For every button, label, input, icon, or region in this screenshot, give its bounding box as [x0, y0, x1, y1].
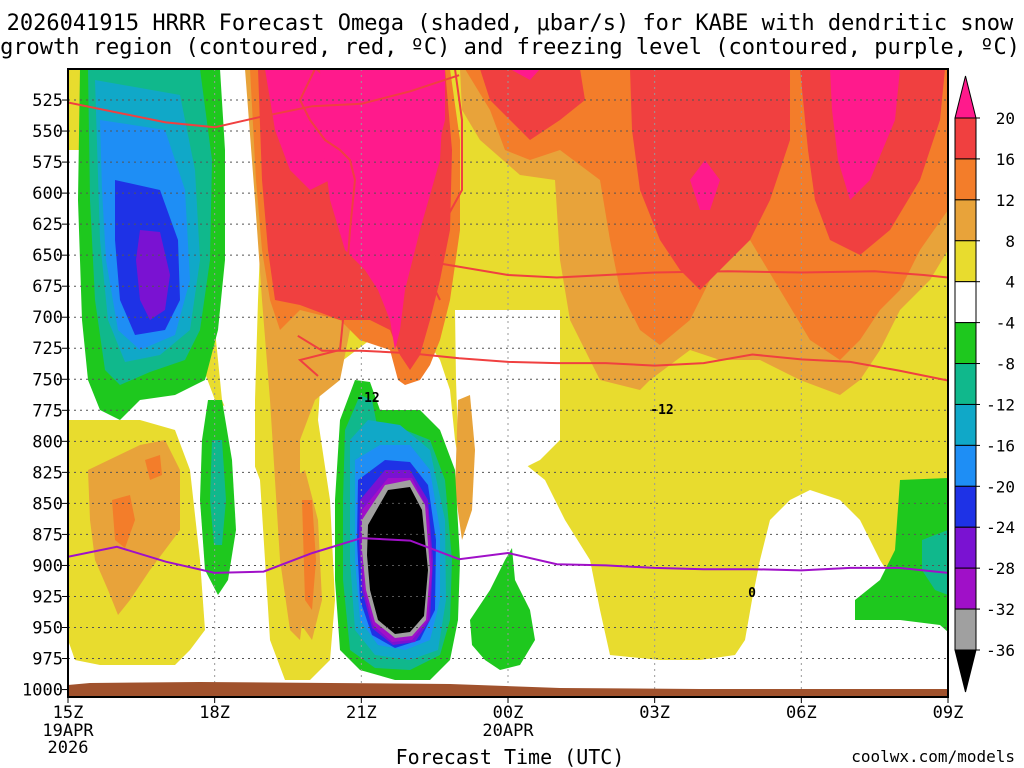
colorbar-label: 8 — [1005, 232, 1015, 251]
colorbar: 20 16 12 8 4 -4 -8 -12 -16 -20 -24 -28 -32 -36 — [954, 75, 1015, 693]
colorbar-top-arrow — [954, 75, 977, 119]
x-tick-date: 20APR — [482, 721, 534, 741]
colorbar-label: -8 — [996, 355, 1015, 374]
chart-title: 2026041915 HRRR Forecast Omega (shaded, … — [0, 11, 1020, 60]
dgz-label-left: -12 — [356, 391, 379, 406]
colorbar-segment — [954, 117, 977, 160]
omega-fill-green-southwest — [470, 548, 535, 670]
y-tick-label: 900 — [32, 556, 63, 576]
dgz-contour-loop-2 — [428, 69, 463, 301]
y-tick-label: 600 — [32, 184, 63, 204]
colorbar-label: -36 — [986, 641, 1015, 660]
colorbar-segment — [954, 567, 977, 610]
omega-fill-magenta-upper-2 — [320, 69, 445, 350]
colorbar-label: 12 — [996, 191, 1015, 210]
x-tick-label: 09Z — [933, 703, 964, 723]
y-tick-label: 750 — [32, 370, 63, 390]
y-tick-label: 950 — [32, 618, 63, 638]
colorbar-label: -4 — [996, 314, 1015, 333]
colorbar-label: 4 — [1005, 273, 1015, 292]
y-tick-label: 825 — [32, 463, 63, 483]
colorbar-label: 20 — [996, 109, 1015, 128]
x-tick-label: 18Z — [199, 703, 230, 723]
x-tick-year: 2026 — [48, 738, 89, 758]
colorbar-segment — [954, 281, 977, 324]
title-line-2: growth region (contoured, red, ºC) and f… — [0, 35, 1020, 60]
x-tick-date: 19APR — [42, 721, 94, 741]
omega-fill-orange-lowwest — [88, 440, 180, 615]
colorbar-label: -32 — [986, 600, 1015, 619]
colorbar-segment — [954, 444, 977, 487]
y-tick-label: 550 — [32, 122, 63, 142]
title-line-1: 2026041915 HRRR Forecast Omega (shaded, … — [7, 11, 1014, 36]
watermark: coolwx.com/models — [851, 747, 1015, 766]
dgz-contour-loop — [297, 69, 357, 377]
omega-fill-magenta-east-2 — [830, 69, 900, 200]
colorbar-label: -12 — [986, 395, 1015, 414]
dgz-contour-lower — [297, 334, 948, 382]
colorbar-segment — [954, 485, 977, 528]
y-tick-label: 850 — [32, 494, 63, 514]
dgz-label-right: -12 — [650, 403, 673, 418]
dgz-contour-middle — [434, 261, 948, 279]
y-tick-label: 875 — [32, 525, 63, 545]
omega-fill-black-core — [367, 487, 428, 634]
contour-labels: -12 -12 0 — [356, 391, 756, 601]
colorbar-segment — [954, 526, 977, 569]
y-tick-label: 775 — [32, 401, 63, 421]
y-tick-label: 525 — [32, 91, 63, 111]
omega-fill-red-upper-east — [480, 69, 585, 140]
freezing-level-contour — [68, 537, 948, 574]
colorbar-segment — [954, 403, 977, 446]
omega-fill-magenta-east-1 — [690, 160, 720, 210]
terrain-surface — [68, 682, 948, 697]
x-tick-label: 00Z — [493, 703, 524, 723]
colorbar-bottom-arrow — [954, 649, 977, 693]
colorbar-label: 16 — [996, 150, 1015, 169]
colorbar-label: -24 — [986, 518, 1015, 537]
x-tick-label: 21Z — [346, 703, 377, 723]
plot-area — [68, 69, 948, 697]
colorbar-label: -28 — [986, 559, 1015, 578]
colorbar-segment — [954, 240, 977, 283]
y-tick-label: 1000 — [22, 681, 63, 701]
omega-fill-teal-18z — [210, 440, 226, 545]
omega-fill-white-east — [455, 310, 560, 470]
omega-fill-teal-southeast — [922, 530, 948, 595]
colorbar-label: -20 — [986, 477, 1015, 496]
y-tick-label: 625 — [32, 215, 63, 235]
y-axis: 525 550 575 600 625 650 675 700 725 750 775 800 825 8… — [22, 91, 68, 701]
omega-fill-magenta-east-top — [510, 69, 540, 80]
omega-fill-darkorange-lowwest2 — [145, 455, 162, 480]
colorbar-segment — [954, 158, 977, 201]
colorbar-segment — [954, 363, 977, 405]
colorbar-segment — [954, 322, 977, 365]
omega-fill-violet-west — [136, 230, 170, 320]
y-tick-label: 975 — [32, 650, 63, 670]
dgz-contour-upper — [68, 74, 460, 129]
y-tick-label: 575 — [32, 153, 63, 173]
omega-fill-green-southeast — [855, 478, 948, 632]
y-tick-label: 725 — [32, 339, 63, 359]
x-tick-label: 03Z — [639, 703, 670, 723]
colorbar-segment — [954, 199, 977, 242]
x-tick-label: 06Z — [786, 703, 817, 723]
y-tick-label: 700 — [32, 308, 63, 328]
x-axis-label: Forecast Time (UTC) — [396, 745, 625, 768]
grid-lines — [68, 69, 948, 697]
colorbar-segment — [954, 608, 977, 651]
freezing-label: 0 — [748, 586, 756, 601]
y-tick-label: 925 — [32, 587, 63, 607]
y-tick-label: 800 — [32, 432, 63, 452]
y-tick-label: 675 — [32, 277, 63, 297]
y-tick-label: 650 — [32, 246, 63, 266]
colorbar-label: -16 — [986, 436, 1015, 455]
x-tick-label: 15Z — [53, 703, 84, 723]
